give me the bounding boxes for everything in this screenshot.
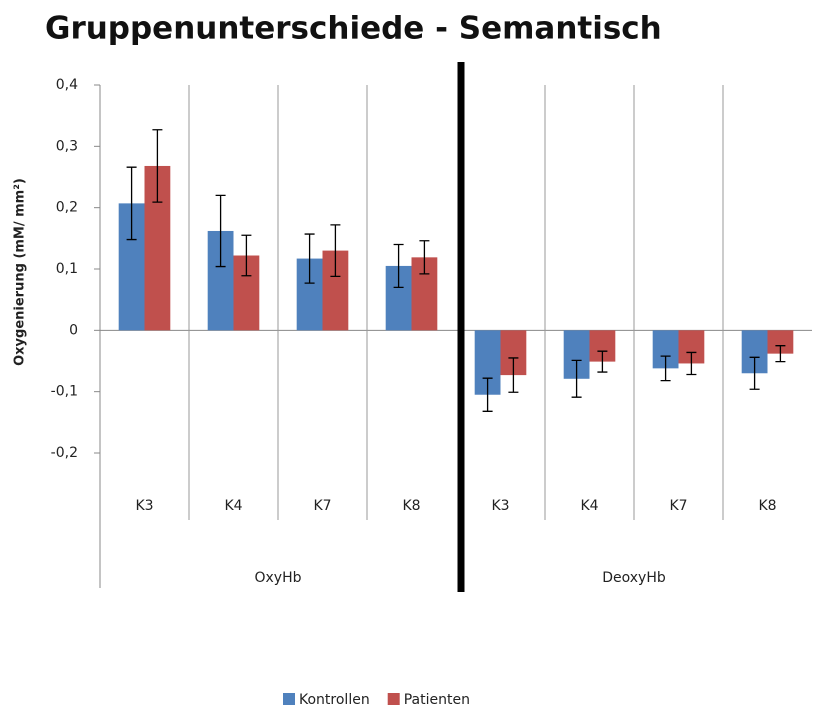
error-bar <box>152 129 163 203</box>
error-bar <box>482 377 493 412</box>
error-bar <box>393 243 404 289</box>
y-axis-label: Oxygenierung (mM/ mm²) <box>13 178 28 366</box>
y-tick-label: 0,4 <box>56 77 78 93</box>
error-bar <box>660 355 671 382</box>
error-bar <box>241 234 252 277</box>
x-tick-label: K4 <box>224 498 242 514</box>
error-bar <box>304 233 315 284</box>
legend-swatch <box>387 693 400 705</box>
y-tick-label: -0,1 <box>51 384 78 400</box>
y-tick-label: -0,2 <box>51 445 78 461</box>
error-bar <box>508 357 519 393</box>
group-label: OxyHb <box>254 570 301 586</box>
y-tick-label: 0,3 <box>56 138 78 154</box>
x-tick-label: K8 <box>758 498 776 514</box>
legend-swatch <box>283 693 295 705</box>
x-tick-label: K3 <box>491 498 509 514</box>
error-bar <box>686 351 697 376</box>
y-tick-label: 0,1 <box>56 261 78 277</box>
y-tick-label: 0 <box>69 322 78 338</box>
error-bar <box>330 224 341 278</box>
x-tick-label: K3 <box>135 498 153 514</box>
error-bar <box>775 345 786 363</box>
bar <box>767 330 794 354</box>
x-tick-label: K7 <box>313 498 331 514</box>
error-bar <box>215 194 226 268</box>
error-bar <box>126 166 137 241</box>
x-tick-label: K8 <box>402 498 420 514</box>
error-bar <box>597 350 608 373</box>
y-tick-label: 0,2 <box>56 200 78 216</box>
x-tick-label: K7 <box>669 498 687 514</box>
chart-title: Gruppenunterschiede - Semantisch <box>45 11 662 47</box>
legend-label: Patienten <box>404 692 470 708</box>
error-bar <box>419 240 430 275</box>
legend-label: Kontrollen <box>299 692 370 708</box>
x-tick-label: K4 <box>580 498 598 514</box>
error-bar <box>749 356 760 390</box>
error-bar <box>571 359 582 398</box>
group-label: DeoxyHb <box>602 570 666 586</box>
